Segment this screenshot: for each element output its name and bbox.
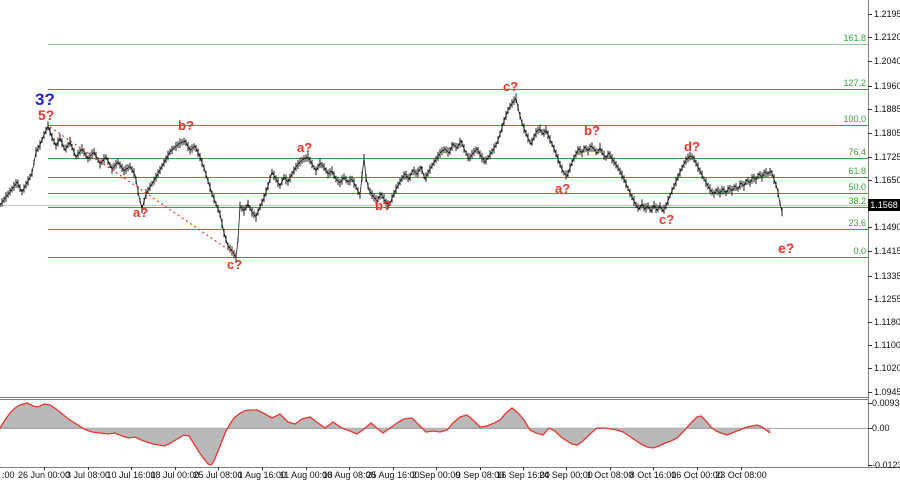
- trendline-dashed[interactable]: [49, 126, 237, 256]
- oscillator-histogram[interactable]: [0, 402, 771, 466]
- price-midline: [0, 97, 783, 259]
- oscillator-signal-line: [0, 402, 771, 466]
